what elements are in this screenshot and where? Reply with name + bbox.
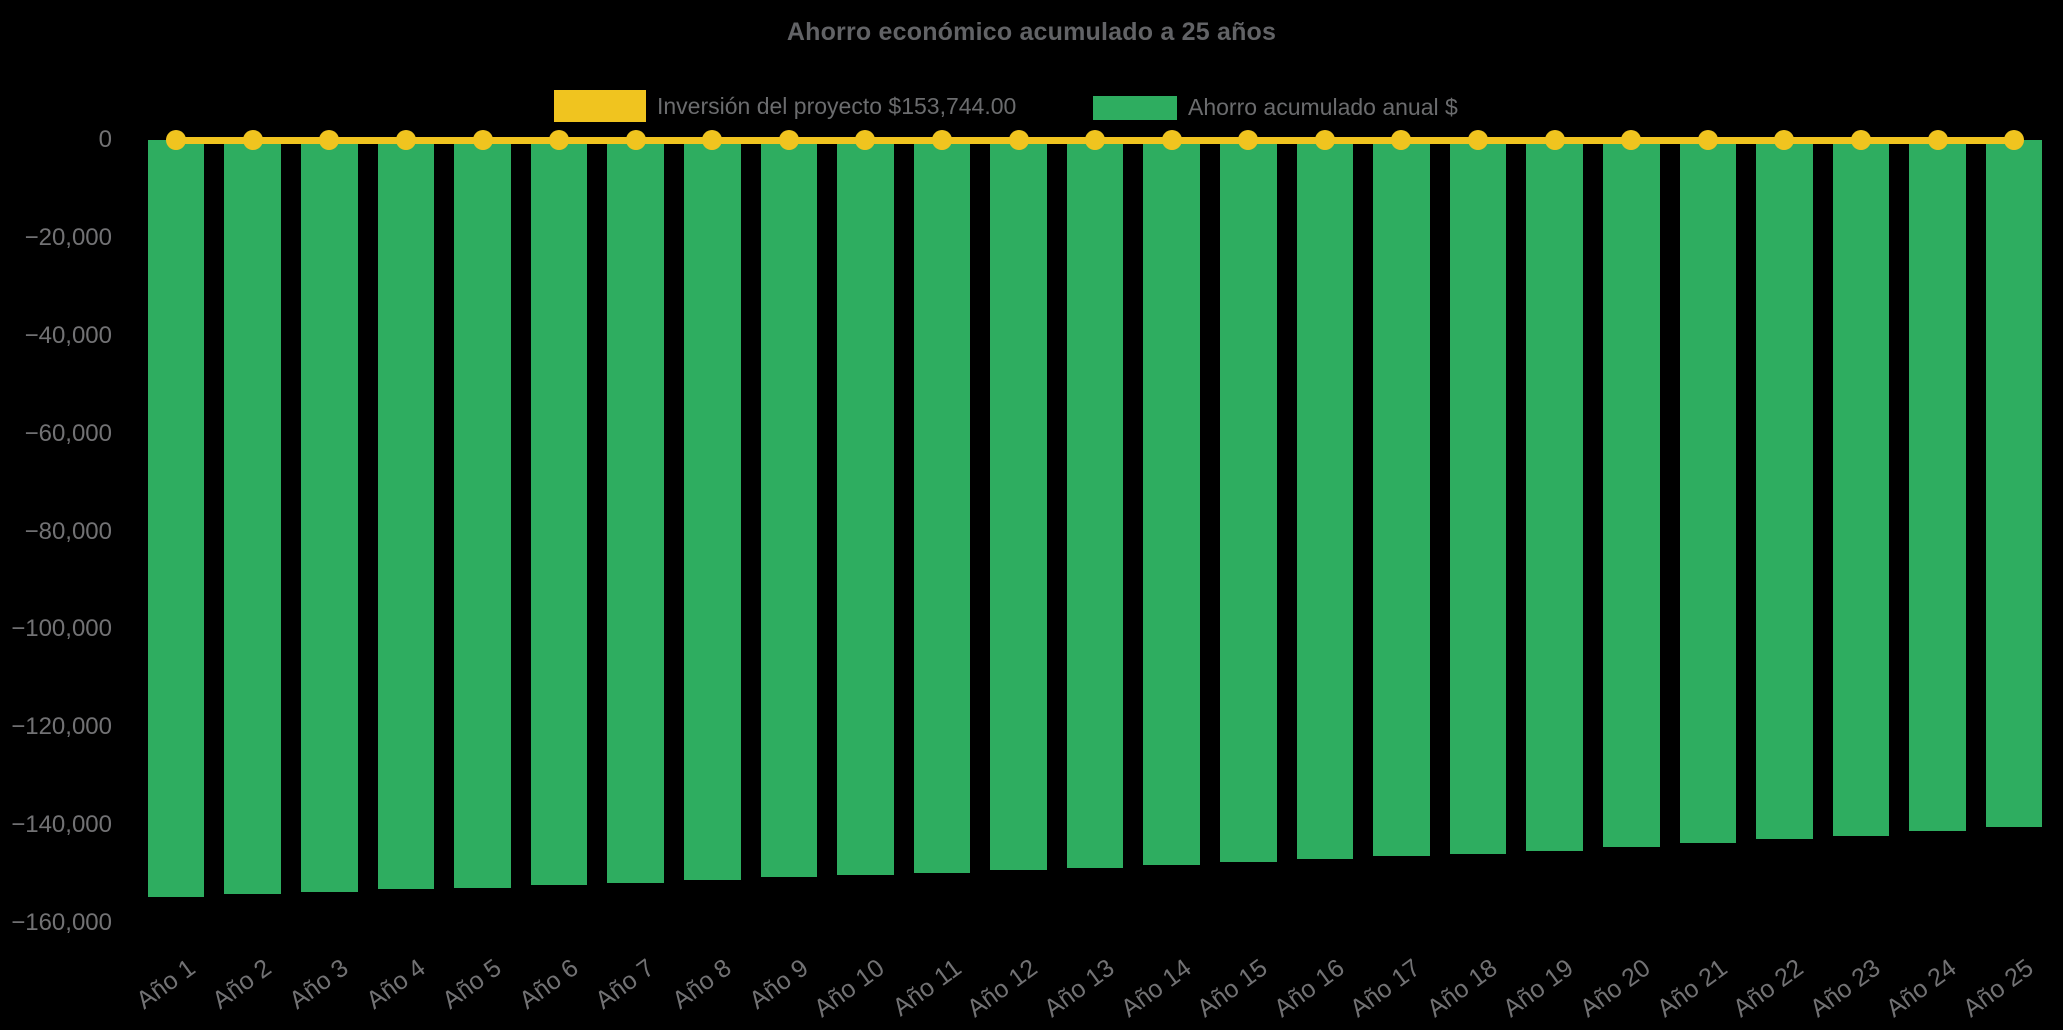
savings-bar[interactable] (683, 140, 741, 881)
savings-bar[interactable] (224, 140, 282, 895)
investment-point[interactable] (242, 130, 263, 150)
investment-point[interactable] (855, 130, 876, 150)
x-tick-label: Año 20 (1574, 953, 1656, 1023)
savings-bar[interactable] (377, 140, 435, 890)
investment-point[interactable] (1314, 130, 1335, 150)
legend-label-investment: Inversión del proyecto $153,744.00 (657, 92, 1017, 119)
x-tick-label: Año 3 (284, 953, 354, 1015)
x-tick-label: Año 2 (207, 953, 278, 1015)
investment-point[interactable] (1544, 130, 1565, 150)
investment-point[interactable] (1621, 130, 1642, 150)
savings-bar[interactable] (1679, 140, 1737, 844)
investment-point[interactable] (1008, 130, 1029, 150)
investment-point[interactable] (778, 130, 799, 150)
savings-bar[interactable] (1832, 140, 1890, 836)
investment-point[interactable] (472, 130, 493, 150)
x-tick-label: Año 16 (1268, 953, 1350, 1023)
y-tick-label: −160,000 (11, 909, 112, 936)
x-tick-label: Año 12 (962, 953, 1043, 1023)
x-tick-label: Año 19 (1498, 953, 1579, 1023)
savings-bar[interactable] (607, 140, 664, 883)
savings-bar[interactable] (1602, 140, 1660, 848)
investment-point[interactable] (1468, 130, 1489, 150)
investment-point[interactable] (1085, 130, 1106, 150)
x-tick-label: Año 25 (1957, 953, 2039, 1023)
x-tick-label: Año 4 (360, 953, 431, 1015)
investment-point[interactable] (702, 130, 723, 150)
x-tick-label: Año 23 (1804, 953, 1886, 1023)
y-tick-label: −120,000 (11, 713, 112, 741)
x-tick-label: Año 5 (437, 953, 507, 1015)
investment-point[interactable] (1238, 130, 1259, 150)
investment-point[interactable] (1391, 130, 1412, 150)
savings-bar[interactable] (1909, 140, 1966, 832)
x-tick-label: Año 21 (1651, 953, 1733, 1023)
y-tick-label: −40,000 (24, 321, 112, 349)
y-tick-label: −140,000 (11, 811, 112, 839)
savings-bar[interactable] (1526, 140, 1583, 851)
investment-point[interactable] (319, 130, 340, 150)
savings-bar[interactable] (1143, 140, 1201, 865)
investment-point[interactable] (395, 130, 416, 150)
investment-point[interactable] (625, 130, 646, 150)
x-tick-label: Año 7 (590, 953, 660, 1015)
y-tick-label: −80,000 (24, 517, 112, 545)
x-tick-label: Año 15 (1191, 953, 1273, 1023)
investment-point[interactable] (1850, 130, 1871, 150)
x-tick-label: Año 18 (1421, 953, 1503, 1023)
investment-point[interactable] (1927, 130, 1948, 150)
x-tick-label: Año 24 (1881, 953, 1962, 1023)
investment-point[interactable] (1774, 130, 1795, 150)
savings-bar[interactable] (454, 140, 511, 888)
chart-title: Ahorro económico acumulado a 25 años (786, 18, 1277, 46)
savings-bar[interactable] (837, 140, 894, 876)
savings-bar[interactable] (1066, 140, 1124, 868)
savings-bar[interactable] (990, 140, 1047, 871)
investment-point[interactable] (2004, 130, 2025, 150)
x-tick-label: Año 9 (743, 953, 814, 1015)
savings-bar[interactable] (301, 140, 358, 892)
legend-item-investment[interactable]: Inversión del proyecto $153,744.00 (554, 90, 1016, 122)
x-tick-label: Año 1 (131, 953, 201, 1015)
investment-point[interactable] (1697, 130, 1718, 150)
legend-item-savings[interactable]: Ahorro acumulado anual $ (1093, 94, 1458, 121)
x-tick-label: Año 17 (1345, 953, 1426, 1023)
y-tick-label: −100,000 (11, 615, 112, 643)
savings-bar[interactable] (1449, 140, 1507, 854)
savings-bar[interactable] (1985, 140, 2043, 828)
y-tick-label: −60,000 (24, 419, 112, 447)
savings-bar[interactable] (1296, 140, 1354, 860)
x-tick-label: Año 8 (667, 953, 737, 1015)
y-tick-label: 0 (98, 126, 112, 153)
savings-bar[interactable] (1373, 140, 1430, 856)
savings-swatch (1093, 95, 1177, 120)
x-tick-label: Año 6 (514, 953, 584, 1015)
savings-bar[interactable] (147, 140, 205, 897)
y-tick-label: −20,000 (24, 223, 112, 251)
savings-bar[interactable] (1756, 140, 1813, 839)
investment-point[interactable] (549, 130, 570, 150)
legend-label-savings: Ahorro acumulado anual $ (1188, 94, 1458, 120)
investment-point[interactable] (932, 130, 952, 150)
savings-bar[interactable] (760, 140, 818, 878)
investment-point[interactable] (166, 130, 187, 150)
savings-bar[interactable] (1220, 140, 1277, 862)
investment-swatch (554, 90, 646, 122)
x-tick-label: Año 14 (1115, 953, 1196, 1023)
x-tick-label: Año 13 (1038, 953, 1120, 1023)
x-tick-label: Año 11 (887, 953, 967, 1022)
savings-bar[interactable] (530, 140, 588, 885)
savings-bar[interactable] (913, 140, 971, 874)
x-tick-label: Año 10 (809, 953, 890, 1023)
x-tick-label: Año 22 (1728, 953, 1809, 1023)
investment-point[interactable] (1161, 130, 1182, 150)
